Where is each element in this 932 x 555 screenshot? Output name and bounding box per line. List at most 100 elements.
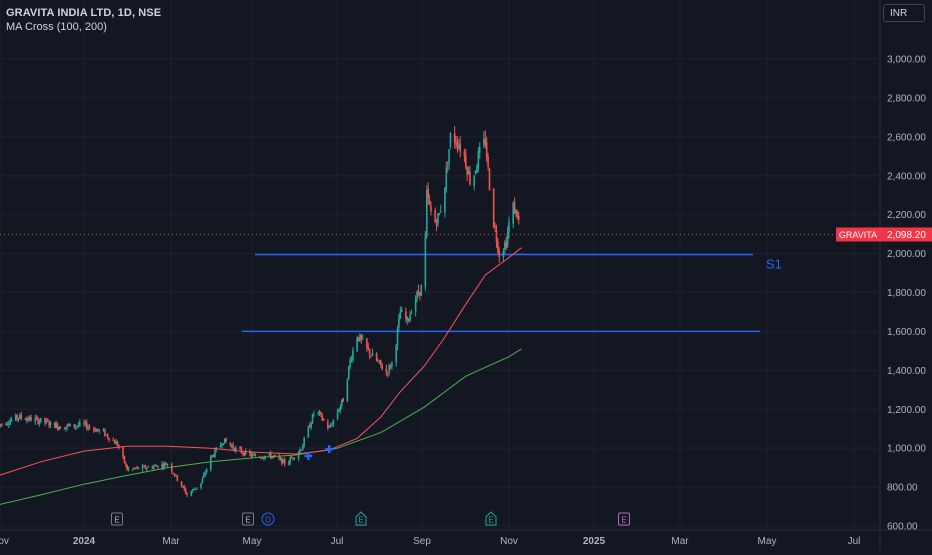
candle-body[interactable] <box>55 423 57 428</box>
candle-body[interactable] <box>249 450 251 454</box>
candle-body[interactable] <box>317 411 319 413</box>
candle-body[interactable] <box>210 456 212 470</box>
candle-body[interactable] <box>380 359 382 366</box>
candle-body[interactable] <box>377 360 379 362</box>
candle-body[interactable] <box>332 419 335 425</box>
candle-body[interactable] <box>396 328 399 346</box>
candle-body[interactable] <box>84 422 87 424</box>
candle-body[interactable] <box>497 241 499 252</box>
candle-body[interactable] <box>162 464 165 468</box>
candle-body[interactable] <box>269 453 272 458</box>
candle-body[interactable] <box>76 425 78 427</box>
candle-body[interactable] <box>476 166 478 173</box>
candle-body[interactable] <box>466 167 468 175</box>
candle-body[interactable] <box>400 309 403 313</box>
candle-body[interactable] <box>193 489 195 491</box>
candle-body[interactable] <box>154 465 156 467</box>
candle-body[interactable] <box>136 467 138 469</box>
candle-body[interactable] <box>116 441 119 446</box>
candle-body[interactable] <box>7 423 10 425</box>
candle-body[interactable] <box>143 466 145 467</box>
candle-body[interactable] <box>465 155 467 168</box>
candle-body[interactable] <box>271 456 273 459</box>
candle-body[interactable] <box>66 424 69 427</box>
candle-body[interactable] <box>9 420 11 425</box>
candle-body[interactable] <box>410 313 413 314</box>
candle-body[interactable] <box>310 423 312 428</box>
candle-body[interactable] <box>183 485 186 490</box>
candle-body[interactable] <box>361 338 364 340</box>
candle-body[interactable] <box>360 335 363 340</box>
candle-body[interactable] <box>53 422 56 428</box>
candle-body[interactable] <box>425 190 428 237</box>
candle-body[interactable] <box>141 465 144 470</box>
candle-body[interactable] <box>350 359 353 361</box>
candle-body[interactable] <box>6 423 9 425</box>
candle-body[interactable] <box>164 462 166 467</box>
candle-body[interactable] <box>0 424 3 425</box>
candle-body[interactable] <box>175 474 177 476</box>
candle-body[interactable] <box>416 291 418 299</box>
candle-body[interactable] <box>56 423 59 429</box>
candle-body[interactable] <box>328 427 331 429</box>
last-price-tag[interactable]: GRAVITA 2,098.20 <box>836 227 932 242</box>
candle-body[interactable] <box>243 452 246 456</box>
candle-body[interactable] <box>338 409 340 412</box>
candle-body[interactable] <box>301 445 304 451</box>
earnings-icon[interactable]: E <box>242 512 254 526</box>
candle-body[interactable] <box>205 469 208 473</box>
candle-body[interactable] <box>112 440 115 441</box>
candle-body[interactable] <box>430 205 432 212</box>
candle-body[interactable] <box>204 472 207 475</box>
candle-body[interactable] <box>88 427 91 428</box>
candle-body[interactable] <box>339 405 342 410</box>
candle-body[interactable] <box>191 489 194 491</box>
candle-body[interactable] <box>419 292 421 296</box>
candle-body[interactable] <box>24 419 27 421</box>
candle-body[interactable] <box>406 317 409 321</box>
candle-body[interactable] <box>254 454 257 457</box>
candle-body[interactable] <box>137 467 140 470</box>
candle-body[interactable] <box>289 457 292 464</box>
candle-body[interactable] <box>498 251 501 258</box>
candle-body[interactable] <box>386 372 389 374</box>
candle-body[interactable] <box>261 458 264 459</box>
candle-body[interactable] <box>449 133 452 147</box>
candle-body[interactable] <box>133 467 135 469</box>
candle-body[interactable] <box>34 418 37 422</box>
candle-body[interactable] <box>505 241 508 248</box>
candle-body[interactable] <box>268 453 271 456</box>
candle-body[interactable] <box>30 417 32 421</box>
candle-body[interactable] <box>59 426 62 430</box>
time-axis[interactable]: Nov 2024 Mar May Jul Sep Nov 2025 Mar May Jul <box>0 536 860 547</box>
candle-body[interactable] <box>381 366 383 370</box>
candle-body[interactable] <box>46 421 49 422</box>
candle-body[interactable] <box>506 232 509 247</box>
candle-body[interactable] <box>517 215 520 220</box>
candle-body[interactable] <box>235 447 237 451</box>
candle-body[interactable] <box>212 455 215 457</box>
candle-body[interactable] <box>516 211 519 219</box>
candle-body[interactable] <box>97 428 99 431</box>
candle-body[interactable] <box>405 311 407 320</box>
candle-body[interactable] <box>155 465 158 467</box>
candle-body[interactable] <box>233 447 236 451</box>
candle-body[interactable] <box>37 417 39 424</box>
candle-body[interactable] <box>108 437 110 441</box>
candle-body[interactable] <box>473 175 475 187</box>
candle-body[interactable] <box>290 457 293 459</box>
candle-body[interactable] <box>458 145 460 149</box>
candle-body[interactable] <box>367 346 370 350</box>
candle-body[interactable] <box>322 419 325 421</box>
candle-body[interactable] <box>478 147 481 153</box>
candle-body[interactable] <box>508 221 510 233</box>
candle-body[interactable] <box>318 412 321 414</box>
candle-body[interactable] <box>67 424 70 426</box>
candle-body[interactable] <box>331 424 333 426</box>
candle-body[interactable] <box>391 362 393 367</box>
candle-body[interactable] <box>283 459 286 465</box>
candle-body[interactable] <box>214 449 216 458</box>
candle-body[interactable] <box>165 463 168 465</box>
candle-body[interactable] <box>467 170 470 175</box>
